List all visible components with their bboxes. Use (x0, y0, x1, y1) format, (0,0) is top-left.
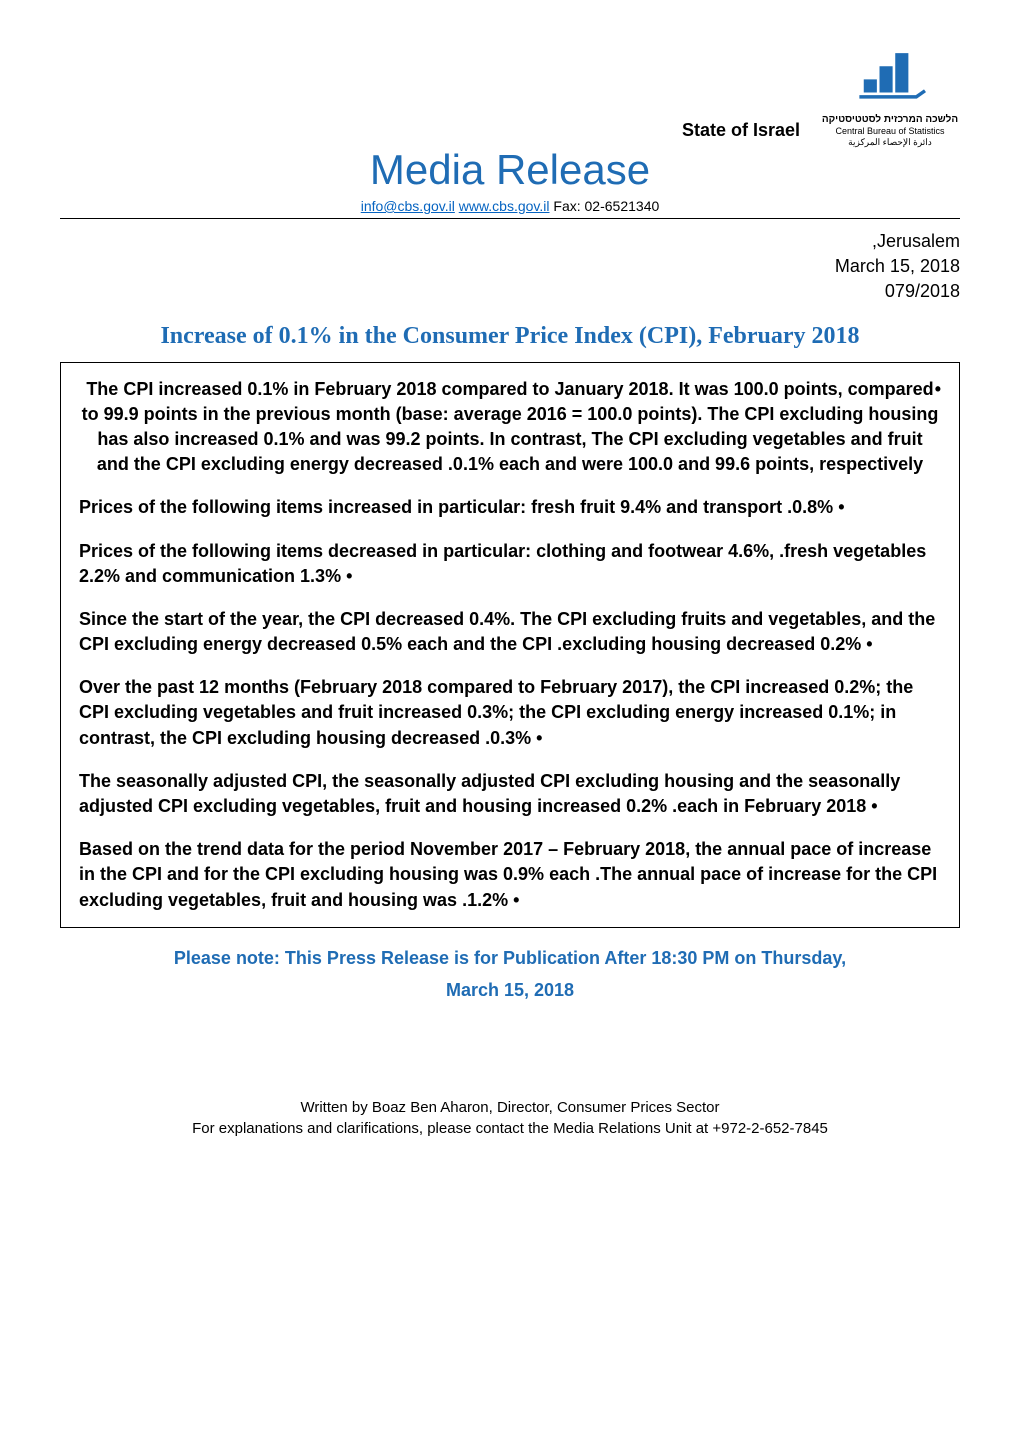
bullet-text: The CPI increased 0.1% in February 2018 … (82, 379, 939, 475)
email-link[interactable]: info@cbs.gov.il (361, 198, 455, 214)
bullet-dot-icon: • (866, 634, 872, 654)
bullet-dot-icon: • (536, 728, 542, 748)
notice-line-2: March 15, 2018 (60, 974, 960, 1006)
bullet-item: The CPI increased 0.1% in February 2018 … (79, 377, 941, 478)
meta-date: March 15, 2018 (60, 254, 960, 279)
footer: Written by Boaz Ben Aharon, Director, Co… (60, 1097, 960, 1139)
footer-author: Written by Boaz Ben Aharon, Director, Co… (60, 1097, 960, 1118)
state-label: State of Israel (682, 120, 800, 141)
bullet-text: Over the past 12 months (February 2018 c… (79, 677, 913, 747)
bullet-item: Prices of the following items decreased … (79, 539, 941, 589)
article-title: Increase of 0.1% in the Consumer Price I… (60, 323, 960, 350)
logo-text-arabic: دائرة الإحصاء المركزية (848, 137, 932, 148)
bullet-item: The seasonally adjusted CPI, the seasona… (79, 769, 941, 819)
divider-line (60, 218, 960, 219)
meta-location: ,Jerusalem (60, 229, 960, 254)
bullet-dot-icon: • (838, 497, 844, 517)
bullet-item: Prices of the following items increased … (79, 495, 941, 520)
logo-text-hebrew: הלשכה המרכזית לסטטיסטיקה (822, 114, 958, 125)
main-title: Media Release (60, 146, 960, 194)
bullet-dot-icon: • (935, 377, 941, 402)
header-row: State of Israel הלשכה המרכזית לסטטיסטיקה… (60, 40, 960, 148)
bullet-text: The seasonally adjusted CPI, the seasona… (79, 771, 900, 816)
website-link[interactable]: www.cbs.gov.il (459, 198, 550, 214)
bullet-text: Since the start of the year, the CPI dec… (79, 609, 935, 654)
bullet-item: Over the past 12 months (February 2018 c… (79, 675, 941, 751)
meta-block: ,Jerusalem March 15, 2018 079/2018 (60, 229, 960, 305)
bullet-text: Prices of the following items increased … (79, 497, 833, 517)
bullet-dot-icon: • (346, 566, 352, 586)
notice-line-1: Please note: This Press Release is for P… (60, 942, 960, 974)
fax-label: Fax: 02-6521340 (553, 198, 659, 214)
content-box: The CPI increased 0.1% in February 2018 … (60, 362, 960, 928)
contact-line: info@cbs.gov.il www.cbs.gov.il Fax: 02-6… (60, 198, 960, 214)
bullet-item: Since the start of the year, the CPI dec… (79, 607, 941, 657)
bullet-dot-icon: • (871, 796, 877, 816)
logo-text-english: Central Bureau of Statistics (835, 126, 944, 136)
logo-block: הלשכה המרכזית לסטטיסטיקה Central Bureau … (820, 40, 960, 148)
bullet-text: Prices of the following items decreased … (79, 541, 926, 586)
cbs-logo-icon (845, 40, 935, 110)
meta-ref: 079/2018 (60, 279, 960, 304)
footer-contact: For explanations and clarifications, ple… (60, 1118, 960, 1139)
bullet-text: Based on the trend data for the period N… (79, 839, 937, 909)
publication-notice: Please note: This Press Release is for P… (60, 942, 960, 1007)
bullet-dot-icon: • (513, 890, 519, 910)
bullet-item: Based on the trend data for the period N… (79, 837, 941, 913)
